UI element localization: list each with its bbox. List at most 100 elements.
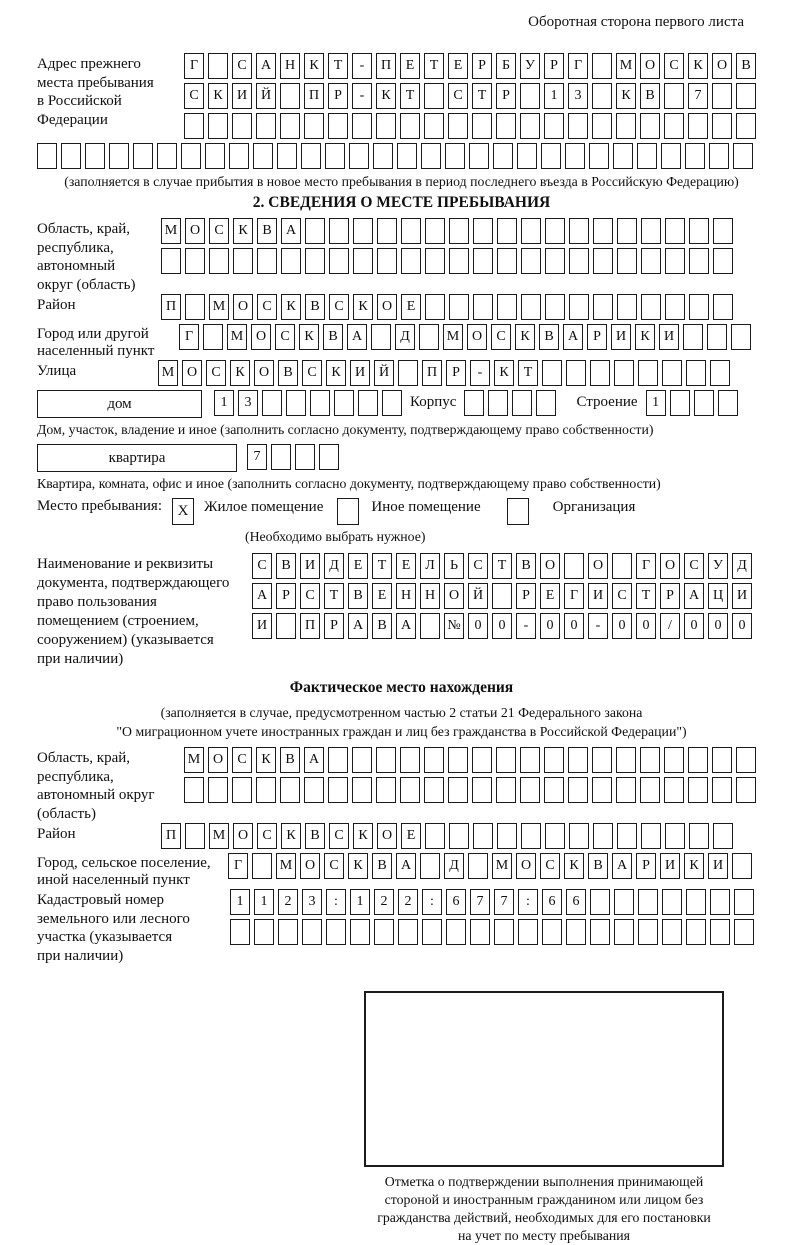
- char-cell[interactable]: [425, 823, 445, 849]
- char-cell[interactable]: Г: [184, 53, 204, 79]
- char-cell[interactable]: [640, 113, 660, 139]
- char-cell[interactable]: С: [184, 83, 204, 109]
- char-cell[interactable]: -: [470, 360, 490, 386]
- char-cell[interactable]: [358, 390, 378, 416]
- char-cell[interactable]: [472, 747, 492, 773]
- char-cell[interactable]: Т: [518, 360, 538, 386]
- char-cell[interactable]: [492, 583, 512, 609]
- char-cell[interactable]: [589, 143, 609, 169]
- char-cell[interactable]: И: [350, 360, 370, 386]
- char-cell[interactable]: В: [323, 324, 343, 350]
- char-cell[interactable]: 0: [684, 613, 704, 639]
- char-cell[interactable]: [302, 919, 322, 945]
- char-cell[interactable]: Г: [228, 853, 248, 879]
- char-cell[interactable]: [468, 853, 488, 879]
- char-cell[interactable]: В: [640, 83, 660, 109]
- char-cell[interactable]: [254, 919, 274, 945]
- char-cell[interactable]: [420, 853, 440, 879]
- house-field-box[interactable]: дом: [37, 390, 202, 418]
- char-cell[interactable]: [665, 248, 685, 274]
- char-cell[interactable]: [304, 777, 324, 803]
- char-cell[interactable]: [612, 553, 632, 579]
- char-cell[interactable]: Л: [420, 553, 440, 579]
- char-cell[interactable]: О: [516, 853, 536, 879]
- cadastral-row-2[interactable]: [230, 919, 758, 945]
- char-cell[interactable]: [713, 218, 733, 244]
- char-cell[interactable]: К: [635, 324, 655, 350]
- char-cell[interactable]: М: [209, 294, 229, 320]
- char-cell[interactable]: [230, 919, 250, 945]
- char-cell[interactable]: [305, 248, 325, 274]
- char-cell[interactable]: [400, 777, 420, 803]
- char-cell[interactable]: [262, 390, 282, 416]
- char-cell[interactable]: Р: [446, 360, 466, 386]
- char-cell[interactable]: [686, 919, 706, 945]
- char-cell[interactable]: М: [161, 218, 181, 244]
- char-cell[interactable]: [544, 113, 564, 139]
- char-cell[interactable]: 0: [492, 613, 512, 639]
- char-cell[interactable]: [301, 143, 321, 169]
- char-cell[interactable]: [710, 919, 730, 945]
- char-cell[interactable]: П: [376, 53, 396, 79]
- prev-address-row-4[interactable]: [37, 143, 766, 169]
- char-cell[interactable]: К: [616, 83, 636, 109]
- char-cell[interactable]: К: [684, 853, 704, 879]
- char-cell[interactable]: [736, 83, 756, 109]
- char-cell[interactable]: [281, 248, 301, 274]
- char-cell[interactable]: С: [232, 53, 252, 79]
- char-cell[interactable]: Т: [492, 553, 512, 579]
- char-cell[interactable]: Р: [660, 583, 680, 609]
- char-cell[interactable]: 0: [612, 613, 632, 639]
- char-cell[interactable]: [494, 919, 514, 945]
- char-cell[interactable]: М: [227, 324, 247, 350]
- char-cell[interactable]: [425, 294, 445, 320]
- char-cell[interactable]: К: [233, 218, 253, 244]
- char-cell[interactable]: В: [348, 583, 368, 609]
- char-cell[interactable]: [326, 919, 346, 945]
- char-cell[interactable]: А: [348, 613, 368, 639]
- char-cell[interactable]: 1: [350, 889, 370, 915]
- char-cell[interactable]: О: [540, 553, 560, 579]
- char-cell[interactable]: [449, 248, 469, 274]
- char-cell[interactable]: [425, 248, 445, 274]
- char-cell[interactable]: П: [161, 294, 181, 320]
- char-cell[interactable]: С: [684, 553, 704, 579]
- char-cell[interactable]: [592, 83, 612, 109]
- char-cell[interactable]: [422, 919, 442, 945]
- char-cell[interactable]: [665, 294, 685, 320]
- char-cell[interactable]: [590, 919, 610, 945]
- char-cell[interactable]: М: [443, 324, 463, 350]
- char-cell[interactable]: А: [347, 324, 367, 350]
- char-cell[interactable]: [613, 143, 633, 169]
- char-cell[interactable]: [736, 113, 756, 139]
- char-cell[interactable]: 1: [645, 390, 666, 416]
- char-cell[interactable]: 7: [470, 889, 490, 915]
- char-cell[interactable]: [401, 248, 421, 274]
- char-cell[interactable]: [734, 919, 754, 945]
- char-cell[interactable]: [371, 324, 391, 350]
- char-cell[interactable]: М: [209, 823, 229, 849]
- char-cell[interactable]: В: [588, 853, 608, 879]
- char-cell[interactable]: О: [377, 823, 397, 849]
- char-cell[interactable]: П: [300, 613, 320, 639]
- prev-address-row-3[interactable]: [184, 113, 760, 139]
- char-cell[interactable]: [593, 248, 613, 274]
- char-cell[interactable]: [545, 294, 565, 320]
- char-cell[interactable]: П: [304, 83, 324, 109]
- char-cell[interactable]: [328, 777, 348, 803]
- char-cell[interactable]: [377, 218, 397, 244]
- char-cell[interactable]: Г: [179, 324, 199, 350]
- char-cell[interactable]: [469, 143, 489, 169]
- char-cell[interactable]: [544, 777, 564, 803]
- char-cell[interactable]: [713, 294, 733, 320]
- char-cell[interactable]: [734, 889, 754, 915]
- char-cell[interactable]: О: [208, 747, 228, 773]
- char-cell[interactable]: 3: [238, 390, 258, 416]
- char-cell[interactable]: А: [612, 853, 632, 879]
- char-cell[interactable]: И: [232, 83, 252, 109]
- char-cell[interactable]: Й: [374, 360, 394, 386]
- char-cell[interactable]: [592, 113, 612, 139]
- char-cell[interactable]: 0: [636, 613, 656, 639]
